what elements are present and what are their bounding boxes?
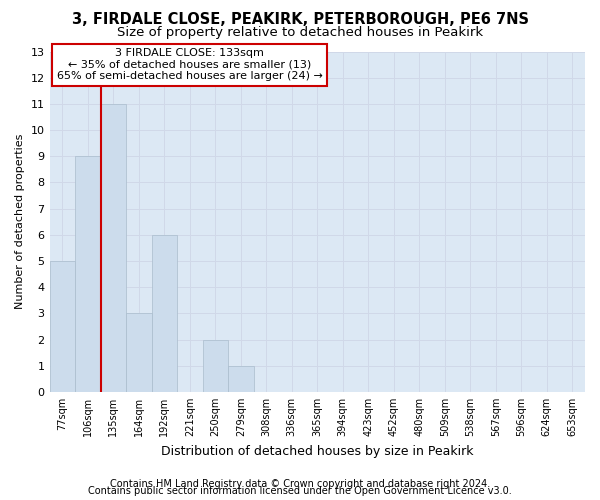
- Text: Contains public sector information licensed under the Open Government Licence v3: Contains public sector information licen…: [88, 486, 512, 496]
- Text: 3 FIRDALE CLOSE: 133sqm
← 35% of detached houses are smaller (13)
65% of semi-de: 3 FIRDALE CLOSE: 133sqm ← 35% of detache…: [57, 48, 323, 81]
- Text: Contains HM Land Registry data © Crown copyright and database right 2024.: Contains HM Land Registry data © Crown c…: [110, 479, 490, 489]
- Text: 3, FIRDALE CLOSE, PEAKIRK, PETERBOROUGH, PE6 7NS: 3, FIRDALE CLOSE, PEAKIRK, PETERBOROUGH,…: [71, 12, 529, 28]
- Bar: [75, 156, 101, 392]
- Bar: [126, 314, 152, 392]
- Text: Size of property relative to detached houses in Peakirk: Size of property relative to detached ho…: [117, 26, 483, 39]
- Bar: [50, 261, 75, 392]
- Bar: [152, 235, 177, 392]
- Bar: [101, 104, 126, 392]
- Bar: [203, 340, 228, 392]
- X-axis label: Distribution of detached houses by size in Peakirk: Distribution of detached houses by size …: [161, 444, 473, 458]
- Bar: [228, 366, 254, 392]
- Y-axis label: Number of detached properties: Number of detached properties: [15, 134, 25, 310]
